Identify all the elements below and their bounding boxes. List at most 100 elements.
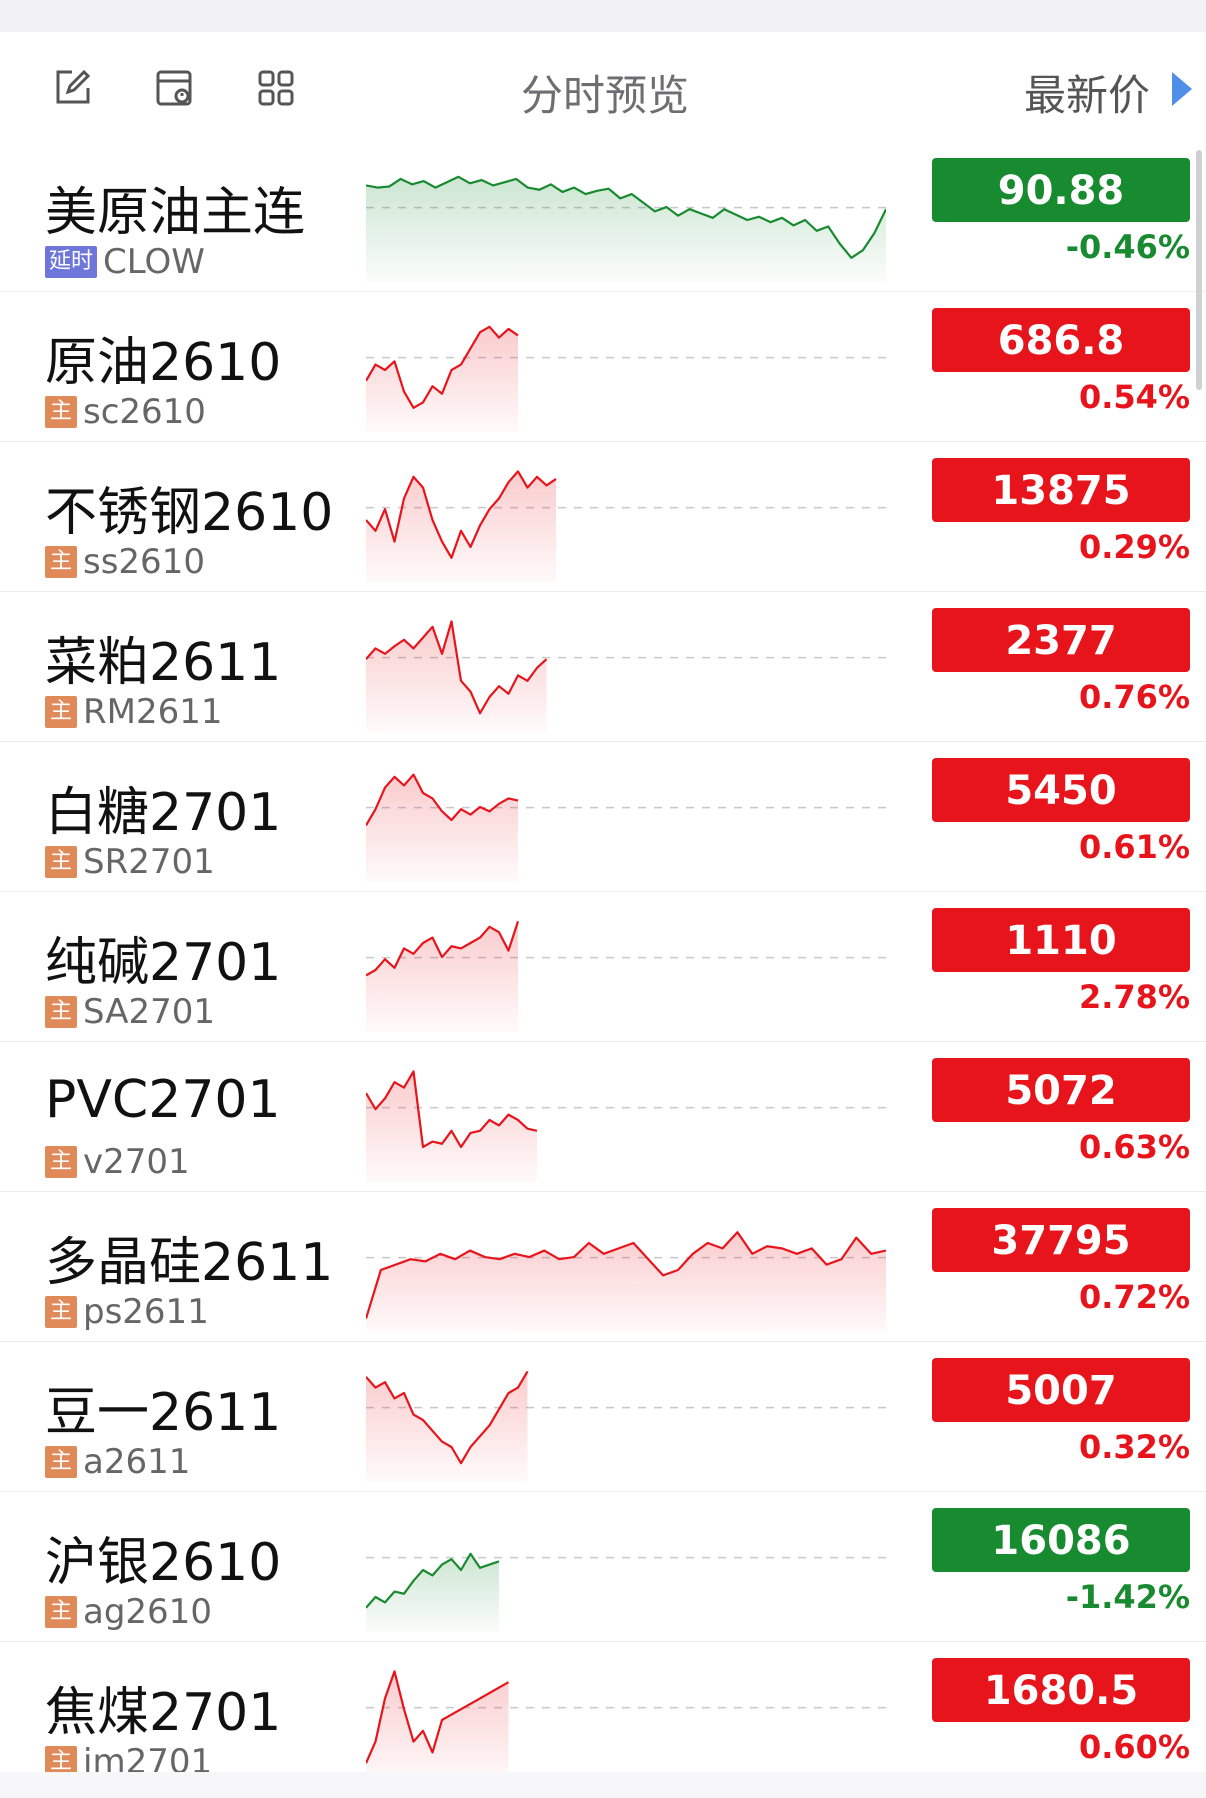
- quote-row[interactable]: 原油2610 主 sc2610 686.8 0.54%: [0, 292, 1206, 442]
- instrument-sub: 主 a2611: [45, 1442, 191, 1482]
- contract-tag: 主: [45, 1596, 77, 1628]
- instrument-sub: 主 SR2701: [45, 842, 215, 882]
- price-box[interactable]: 686.8: [932, 308, 1190, 372]
- contract-tag: 延时: [45, 246, 98, 278]
- caret-right-icon[interactable]: [1172, 72, 1192, 106]
- instrument-sub: 主 ss2610: [45, 542, 205, 582]
- price-box[interactable]: 5007: [932, 1358, 1190, 1422]
- sort-last-price[interactable]: 最新价: [1023, 71, 1150, 120]
- sparkline-line: [366, 1070, 538, 1149]
- intraday-sparkline: [366, 1370, 886, 1482]
- instrument-code: a2611: [83, 1442, 191, 1482]
- quote-row[interactable]: 焦煤2701 主 jm2701 1680.5 0.60%: [0, 1642, 1206, 1792]
- sparkline-line: [366, 1370, 529, 1465]
- quote-row[interactable]: PVC2701 主 v2701 5072 0.63%: [0, 1042, 1206, 1192]
- instrument-name: 多晶硅2611: [45, 1233, 334, 1293]
- instrument-code: ag2610: [83, 1592, 212, 1632]
- sparkline-line: [366, 1670, 510, 1764]
- quote-row[interactable]: 美原油主连 延时 CLOW 90.88 -0.46%: [0, 142, 1206, 292]
- quote-row[interactable]: 豆一2611 主 a2611 5007 0.32%: [0, 1342, 1206, 1492]
- instrument-sub: 主 RM2611: [45, 692, 223, 732]
- sparkline-area: [366, 1071, 537, 1182]
- price-box[interactable]: 37795: [932, 1208, 1190, 1272]
- instrument-sub: 主 ag2610: [45, 1592, 212, 1632]
- contract-tag: 主: [45, 546, 77, 578]
- scrollbar[interactable]: [1196, 150, 1202, 390]
- instrument-code: SA2701: [83, 992, 215, 1032]
- edit-icon[interactable]: [48, 64, 96, 112]
- sparkline-line: [366, 470, 557, 559]
- price-box[interactable]: 13875: [932, 458, 1190, 522]
- instrument-name: 豆一2611: [45, 1383, 282, 1443]
- instrument-code: ss2610: [83, 542, 205, 582]
- sparkline-area: [366, 1553, 499, 1632]
- price-box[interactable]: 5072: [932, 1058, 1190, 1122]
- intraday-sparkline: [366, 1552, 886, 1632]
- instrument-name: 焦煤2701: [45, 1683, 282, 1743]
- change-percent: 0.61%: [1078, 828, 1190, 866]
- instrument-sub: 主 v2701: [45, 1142, 190, 1182]
- quote-list: 美原油主连 延时 CLOW 90.88 -0.46% 原油2610 主 sc26…: [0, 142, 1206, 1792]
- quote-row[interactable]: 菜粕2611 主 RM2611 2377 0.76%: [0, 592, 1206, 742]
- intraday-sparkline: [366, 1070, 886, 1182]
- sparkline-line: [366, 921, 520, 977]
- calendar-icon[interactable]: [150, 64, 198, 112]
- price-box[interactable]: 1680.5: [932, 1658, 1190, 1722]
- change-percent: 0.29%: [1078, 528, 1190, 566]
- quote-row[interactable]: 沪银2610 主 ag2610 16086 -1.42%: [0, 1492, 1206, 1642]
- sparkline-line: [366, 1231, 886, 1319]
- intraday-sparkline: [366, 325, 886, 432]
- quote-row[interactable]: 纯碱2701 主 SA2701 1110 2.78%: [0, 892, 1206, 1042]
- instrument-code: ps2611: [83, 1292, 209, 1332]
- sparkline-line: [366, 773, 519, 826]
- intraday-sparkline: [366, 620, 886, 732]
- intraday-sparkline: [366, 470, 886, 582]
- instrument-code: RM2611: [83, 692, 223, 732]
- contract-tag: 主: [45, 846, 77, 878]
- instrument-code: CLOW: [103, 242, 205, 282]
- change-percent: -0.46%: [1065, 228, 1190, 266]
- status-band: [0, 0, 1206, 32]
- contract-tag: 主: [45, 1446, 77, 1478]
- intraday-sparkline: [366, 175, 886, 282]
- contract-tag: 主: [45, 1296, 77, 1328]
- price-box[interactable]: 2377: [932, 608, 1190, 672]
- instrument-sub: 主 ps2611: [45, 1292, 209, 1332]
- price-box[interactable]: 5450: [932, 758, 1190, 822]
- list-header: 分时预览 最新价: [0, 32, 1206, 142]
- sparkline-line: [366, 175, 886, 259]
- sparkline-area: [366, 921, 518, 1032]
- instrument-name: 美原油主连: [45, 183, 306, 243]
- intraday-sparkline: [366, 921, 886, 1032]
- change-percent: 0.32%: [1078, 1428, 1190, 1466]
- grid-icon[interactable]: [252, 64, 300, 112]
- instrument-code: SR2701: [83, 842, 215, 882]
- intraday-sparkline: [366, 773, 886, 882]
- contract-tag: 主: [45, 1146, 77, 1178]
- quote-row[interactable]: 多晶硅2611 主 ps2611 37795 0.72%: [0, 1192, 1206, 1342]
- sparkline-line: [366, 620, 548, 715]
- sparkline-area: [366, 1371, 528, 1482]
- instrument-sub: 延时 CLOW: [45, 242, 205, 282]
- price-box[interactable]: 1110: [932, 908, 1190, 972]
- instrument-name: 白糖2701: [45, 783, 282, 843]
- sparkline-area: [366, 774, 518, 882]
- instrument-name: PVC2701: [45, 1070, 281, 1130]
- sparkline-area: [366, 1671, 509, 1782]
- sparkline-area: [366, 326, 518, 432]
- contract-tag: 主: [45, 396, 77, 428]
- change-percent: 0.63%: [1078, 1128, 1190, 1166]
- sparkline-line: [366, 1552, 500, 1609]
- quote-row[interactable]: 不锈钢2610 主 ss2610 13875 0.29%: [0, 442, 1206, 592]
- instrument-sub: 主 SA2701: [45, 992, 215, 1032]
- quote-row[interactable]: 白糖2701 主 SR2701 5450 0.61%: [0, 742, 1206, 892]
- instrument-code: sc2610: [83, 392, 206, 432]
- change-percent: -1.42%: [1065, 1578, 1190, 1616]
- sparkline-area: [366, 176, 886, 282]
- price-box[interactable]: 90.88: [932, 158, 1190, 222]
- price-box[interactable]: 16086: [932, 1508, 1190, 1572]
- change-percent: 0.60%: [1078, 1728, 1190, 1766]
- sparkline-area: [366, 471, 556, 582]
- contract-tag: 主: [45, 996, 77, 1028]
- instrument-name: 沪银2610: [45, 1533, 282, 1593]
